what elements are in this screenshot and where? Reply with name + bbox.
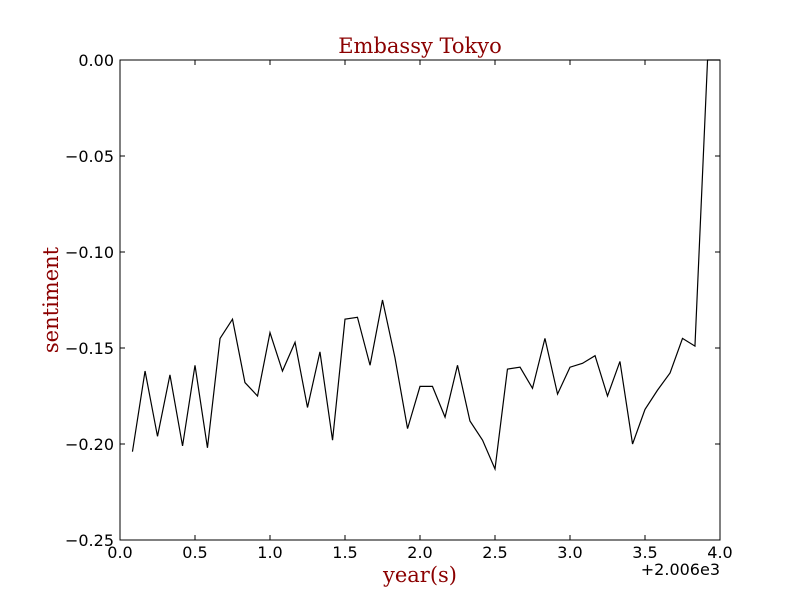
chart-title: Embassy Tokyo xyxy=(338,34,502,58)
x-tick-label: 0.5 xyxy=(182,543,207,562)
x-tick-label: 0.0 xyxy=(107,543,132,562)
y-tick-label: −0.05 xyxy=(65,147,114,166)
x-tick-label: 1.0 xyxy=(257,543,282,562)
x-tick-label: 1.5 xyxy=(332,543,357,562)
ticks: 0.0 0.5 1.0 1.5 2.0 2.5 3.0 3.5 4.0 0.00 −0.05 −0.1… xyxy=(65,51,733,562)
series-line xyxy=(131,59,720,472)
y-tick-label: −0.10 xyxy=(65,243,114,262)
x-offset-label: +2.006e3 xyxy=(641,560,720,579)
x-tick-label: 2.0 xyxy=(407,543,432,562)
y-axis-label: sentiment xyxy=(39,246,63,353)
x-tick-label: 3.0 xyxy=(557,543,582,562)
x-axis-label: year(s) xyxy=(382,563,457,587)
plot-frame xyxy=(119,59,721,541)
y-tick-label: −0.15 xyxy=(65,339,114,358)
y-tick-label: 0.00 xyxy=(78,51,114,70)
plot-area xyxy=(120,60,720,540)
x-tick-label: 2.5 xyxy=(482,543,507,562)
y-tick-label: −0.20 xyxy=(65,435,114,454)
y-tick-label: −0.25 xyxy=(65,531,114,550)
x-tick-label: 3.5 xyxy=(632,543,657,562)
x-tick-label: 4.0 xyxy=(707,543,732,562)
